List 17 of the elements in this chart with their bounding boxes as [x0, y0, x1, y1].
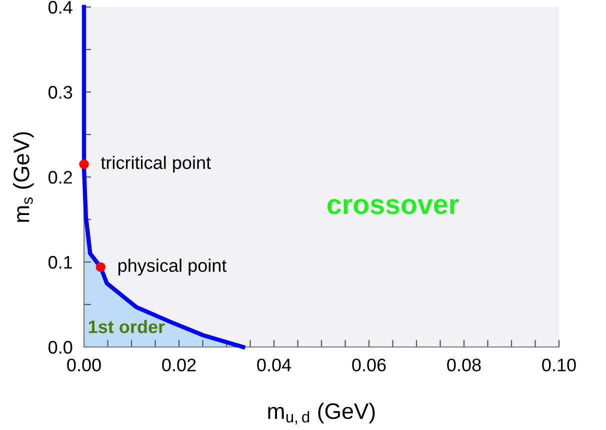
y-tick-label: 0.3	[48, 86, 72, 99]
y-tick-label: 0.0	[48, 340, 72, 354]
x-tick-label: 0.06	[352, 358, 386, 372]
x-tick-label: 0.02	[162, 358, 196, 372]
x-tick-label: 0.08	[447, 358, 481, 372]
x-tick-label: 0.10	[542, 358, 576, 372]
x-tick-label: 0.04	[257, 358, 292, 372]
y-axis-title: m$_{s}$ (GeV)	[13, 132, 34, 222]
y-tick-label: 0.4	[48, 0, 72, 14]
annotation: crossover	[327, 198, 459, 214]
annotation: physical point	[118, 258, 227, 276]
x-axis-title: m$_{u,d}$ (GeV)	[268, 402, 375, 424]
x-tick-label: 0.00	[67, 358, 101, 372]
annotation: tricritical point	[100, 156, 211, 173]
annotation: 1st order	[88, 320, 165, 334]
y-tick-label: 0.2	[48, 170, 72, 184]
y-tick-label: 0.1	[48, 256, 72, 269]
